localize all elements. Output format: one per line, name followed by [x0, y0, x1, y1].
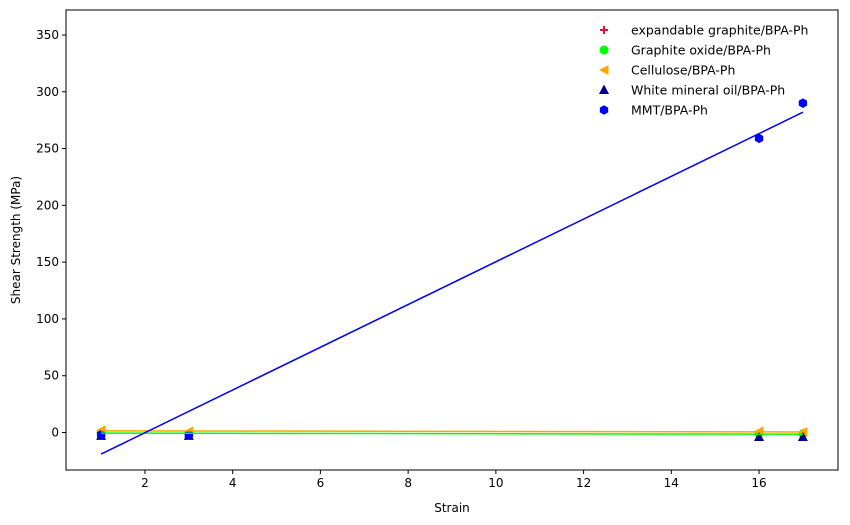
- y-tick-label-1: 50: [44, 369, 59, 383]
- y-tick-label-6: 300: [36, 85, 59, 99]
- legend-item-3: White mineral oil/BPA-Ph: [599, 83, 785, 98]
- point-series-4-3: [798, 98, 808, 108]
- legend-label-0: expandable graphite/BPA-Ph: [631, 23, 808, 38]
- plot-area: [96, 98, 808, 455]
- y-axis-label: Shear Strength (MPa): [9, 176, 23, 304]
- point-series-4-1: [184, 429, 193, 440]
- x-tick-label-5: 12: [576, 476, 591, 490]
- x-tick-label-0: 2: [141, 476, 149, 490]
- fit-line-series-1: [101, 432, 803, 435]
- point-series-3-3: [797, 431, 808, 442]
- x-tick-label-3: 8: [404, 476, 412, 490]
- legend: expandable graphite/BPA-Ph Graphite oxide…: [599, 23, 808, 118]
- legend-item-2: Cellulose/BPA-Ph: [599, 63, 735, 78]
- y-tick-label-3: 150: [36, 255, 59, 269]
- legend-marker-0: [600, 26, 608, 34]
- x-axis-ticks: 2 4 6 8 10 12 14 16: [141, 470, 767, 490]
- legend-marker-2: [599, 65, 609, 75]
- legend-marker-4: [599, 105, 609, 115]
- point-series-4-2: [754, 133, 764, 144]
- legend-label-1: Graphite oxide/BPA-Ph: [631, 43, 771, 58]
- point-series-3-2: [754, 431, 765, 442]
- y-tick-label-7: 350: [36, 28, 59, 42]
- y-tick-label-5: 250: [36, 142, 59, 156]
- y-tick-label-0: 0: [51, 426, 59, 440]
- legend-label-4: MMT/BPA-Ph: [631, 103, 708, 118]
- x-tick-label-4: 10: [488, 476, 503, 490]
- x-tick-label-1: 4: [229, 476, 237, 490]
- y-axis-ticks: 0 50 100 150 200 250 300 350: [36, 28, 66, 440]
- legend-label-2: Cellulose/BPA-Ph: [631, 63, 735, 78]
- fit-line-series-4: [100, 111, 804, 455]
- plot-frame: [65, 9, 839, 471]
- y-tick-label-4: 200: [36, 198, 59, 212]
- x-tick-label-6: 14: [664, 476, 679, 490]
- legend-marker-1: [599, 45, 609, 55]
- legend-marker-3: [599, 84, 609, 94]
- x-axis-label: Strain: [434, 501, 470, 515]
- y-tick-label-2: 100: [36, 312, 59, 326]
- fit-line-series-2: [101, 430, 803, 433]
- legend-item-4: MMT/BPA-Ph: [599, 103, 708, 118]
- x-tick-label-2: 6: [317, 476, 325, 490]
- x-tick-label-7: 16: [751, 476, 766, 490]
- legend-item-1: Graphite oxide/BPA-Ph: [599, 43, 771, 58]
- legend-item-0: expandable graphite/BPA-Ph: [600, 23, 808, 38]
- legend-label-3: White mineral oil/BPA-Ph: [631, 83, 785, 98]
